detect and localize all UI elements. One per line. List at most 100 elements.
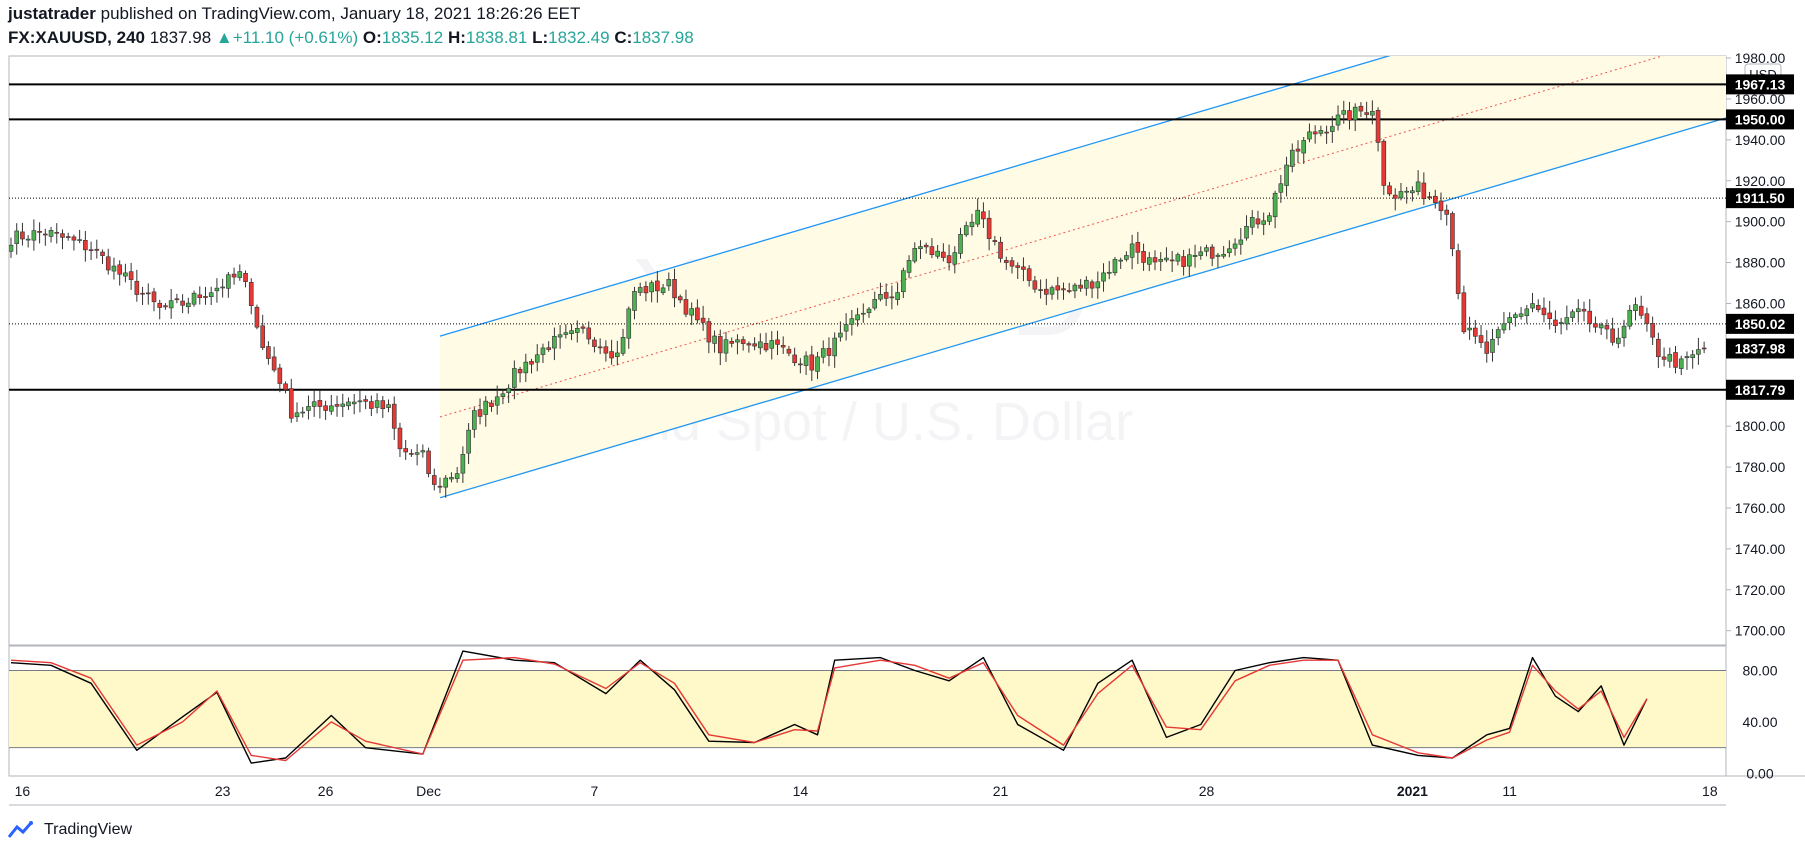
candle-down	[105, 256, 111, 271]
candle-down	[37, 231, 42, 233]
candle-up	[1215, 254, 1221, 257]
candle-down	[1587, 310, 1593, 324]
last-price-label: 1837.98	[1735, 340, 1786, 356]
candle-up	[523, 361, 529, 374]
candle-down	[1044, 288, 1049, 295]
candle-up	[420, 450, 426, 453]
candle-up	[1415, 181, 1421, 192]
candle-up	[1232, 243, 1238, 249]
candle-up	[1249, 217, 1255, 228]
candle-down	[1604, 325, 1610, 330]
candle-up	[25, 238, 31, 241]
candle-up	[1238, 239, 1244, 245]
candle-up	[626, 308, 632, 339]
candle-down	[1375, 109, 1381, 143]
candle-down	[43, 233, 48, 236]
horizontal-levels[interactable]	[9, 83, 1726, 391]
candle-down	[1455, 250, 1461, 294]
candle-up	[340, 403, 346, 407]
candle-down	[998, 241, 1003, 259]
change-arrow-icon: ▲	[215, 28, 233, 47]
author-name[interactable]: justatrader	[8, 4, 96, 23]
candle-down	[1015, 265, 1021, 268]
time-tick-label: 28	[1199, 783, 1215, 799]
candle-up	[500, 393, 506, 397]
candle-up	[1598, 324, 1604, 329]
candle-up	[1398, 191, 1404, 199]
candle-up	[31, 230, 37, 241]
candle-down	[1381, 140, 1387, 186]
candle-down	[151, 291, 157, 303]
candle-down	[431, 475, 437, 485]
parallel-channel[interactable]	[439, 0, 1756, 499]
candle-up	[574, 328, 580, 333]
candle-up	[466, 429, 471, 454]
candle-up	[1524, 308, 1530, 316]
footer-brand[interactable]: TradingView	[8, 821, 132, 839]
candle-up	[1278, 183, 1284, 193]
candle-up	[615, 352, 620, 357]
channel-upper-line[interactable]	[439, 0, 1756, 337]
candle-down	[1444, 209, 1450, 215]
candle-down	[140, 292, 145, 295]
candle-down	[603, 346, 609, 354]
candle-down	[1055, 285, 1061, 291]
candle-up	[637, 287, 643, 293]
candle-up	[311, 401, 317, 407]
candle-down	[1421, 182, 1427, 199]
candle-up	[77, 239, 82, 241]
candle-down	[317, 400, 323, 407]
candle-up	[534, 354, 540, 363]
candle-up	[849, 318, 855, 325]
candle-up	[237, 271, 243, 278]
candle-up	[1204, 247, 1209, 252]
candle-down	[1078, 284, 1083, 289]
candle-down	[363, 399, 368, 402]
price-tick-label: 1860.00	[1735, 295, 1786, 311]
candle-up	[1690, 354, 1695, 358]
candle-up	[1667, 354, 1673, 362]
candle-up	[414, 452, 420, 455]
candle-up	[1501, 323, 1507, 331]
candle-down	[1061, 288, 1066, 291]
candle-down	[426, 450, 431, 474]
candle-down	[128, 271, 134, 280]
level-price-label: 1817.79	[1735, 382, 1786, 398]
candles	[9, 100, 1707, 498]
stochastic-axis: 0.00 40.00 80.00	[1742, 662, 1777, 781]
candle-down	[54, 231, 60, 234]
candle-up	[374, 400, 380, 408]
candle-down	[1026, 268, 1032, 281]
candle-down	[546, 347, 551, 350]
candle-up	[1307, 131, 1312, 140]
candle-down	[655, 280, 660, 292]
candle-down	[609, 351, 614, 359]
candle-down	[1255, 218, 1261, 225]
candle-down	[677, 296, 683, 301]
channel-median-line[interactable]	[439, 28, 1756, 418]
candle-up	[226, 274, 231, 289]
candle-down	[1427, 196, 1432, 199]
candle-up	[769, 340, 775, 349]
candle-up	[1352, 106, 1358, 121]
time-axis[interactable]: 16 23 26 Dec 7 14 21 28 2021 11 18	[15, 783, 1718, 799]
candle-down	[717, 336, 723, 354]
candle-up	[569, 330, 574, 334]
candle-down	[65, 236, 71, 238]
channel-lower-line[interactable]	[439, 109, 1756, 499]
candle-down	[798, 363, 803, 366]
candle-down	[1003, 259, 1009, 263]
candle-down	[1038, 289, 1043, 291]
level-price-label-box	[1726, 109, 1794, 130]
symbol-legend: FX:XAUUSD, 240 1837.98 ▲+11.10 (+0.61%) …	[8, 28, 694, 48]
candle-up	[632, 291, 637, 311]
open-label: O:	[362, 28, 382, 47]
level-price-label-box	[1726, 74, 1794, 95]
last-price: 1837.98	[149, 28, 212, 47]
candle-up	[1192, 255, 1198, 257]
symbol-label[interactable]: FX:XAUUSD, 240	[8, 28, 145, 47]
candle-down	[60, 233, 65, 238]
candle-up	[1633, 304, 1638, 311]
candle-up	[1289, 149, 1295, 167]
